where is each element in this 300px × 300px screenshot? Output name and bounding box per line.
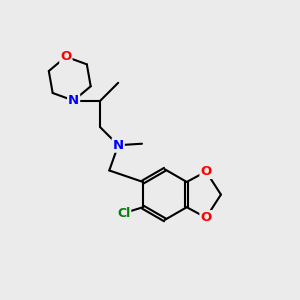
Text: Cl: Cl <box>117 207 130 220</box>
Text: O: O <box>60 50 71 63</box>
Text: N: N <box>68 94 79 107</box>
Text: N: N <box>112 139 124 152</box>
Text: O: O <box>200 211 212 224</box>
Text: O: O <box>200 165 212 178</box>
